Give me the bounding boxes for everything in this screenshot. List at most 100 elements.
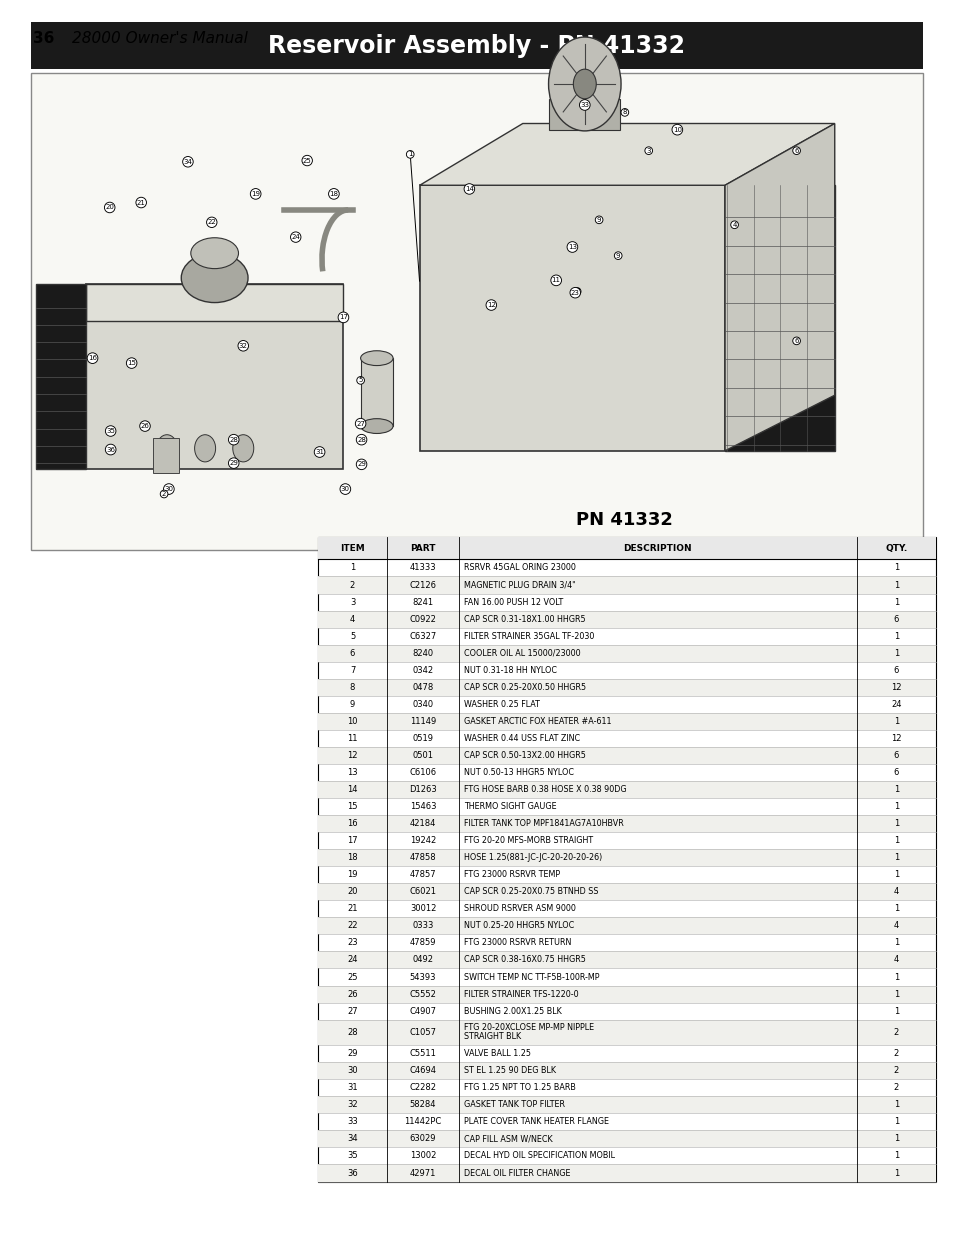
Text: PLATE COVER TANK HEATER FLANGE: PLATE COVER TANK HEATER FLANGE <box>463 1118 608 1126</box>
Text: COOLER OIL AL 15000/23000: COOLER OIL AL 15000/23000 <box>463 648 579 658</box>
Text: 11: 11 <box>551 278 560 283</box>
Text: 2: 2 <box>893 1028 898 1037</box>
Ellipse shape <box>181 253 248 303</box>
Text: 13: 13 <box>567 245 577 249</box>
Text: 28: 28 <box>347 1028 357 1037</box>
Text: 26: 26 <box>140 424 150 429</box>
Text: 22: 22 <box>207 220 216 225</box>
Text: 6: 6 <box>794 338 798 343</box>
Text: PART: PART <box>410 543 436 553</box>
Text: 1: 1 <box>893 1151 898 1161</box>
Circle shape <box>548 37 620 131</box>
Ellipse shape <box>191 237 238 269</box>
Text: 41333: 41333 <box>410 563 436 573</box>
Bar <box>317 815 935 832</box>
Text: CAP SCR 0.31-18X1.00 HHGR5: CAP SCR 0.31-18X1.00 HHGR5 <box>463 615 584 624</box>
Text: 28: 28 <box>229 437 238 442</box>
Text: 6: 6 <box>893 615 898 624</box>
Text: 4: 4 <box>350 615 355 624</box>
Text: 20: 20 <box>105 205 114 210</box>
Text: PN 41332: PN 41332 <box>576 510 673 529</box>
Text: 4: 4 <box>893 887 898 897</box>
Text: 20: 20 <box>347 887 357 897</box>
Text: 21: 21 <box>136 200 146 205</box>
Text: 9: 9 <box>616 253 619 258</box>
Text: 2: 2 <box>893 1083 898 1092</box>
Text: 36: 36 <box>33 31 54 46</box>
Text: 5: 5 <box>358 378 362 383</box>
Text: 6: 6 <box>350 648 355 658</box>
Bar <box>317 918 935 935</box>
Bar <box>317 537 935 1182</box>
Text: C6327: C6327 <box>409 631 436 641</box>
Text: 1: 1 <box>893 1118 898 1126</box>
Text: 1: 1 <box>893 1135 898 1144</box>
Text: 31: 31 <box>314 450 324 454</box>
Text: 30012: 30012 <box>410 904 436 914</box>
Text: 1: 1 <box>893 853 898 862</box>
Text: 1: 1 <box>893 939 898 947</box>
Text: FTG 20-20 MFS-MORB STRAIGHT: FTG 20-20 MFS-MORB STRAIGHT <box>463 836 592 845</box>
Text: 21: 21 <box>347 904 357 914</box>
Text: RSRVR 45GAL ORING 23000: RSRVR 45GAL ORING 23000 <box>463 563 575 573</box>
Text: 7: 7 <box>350 666 355 674</box>
Text: FTG 23000 RSRVR TEMP: FTG 23000 RSRVR TEMP <box>463 871 559 879</box>
Bar <box>317 747 935 764</box>
Text: 34: 34 <box>347 1135 357 1144</box>
Bar <box>317 850 935 866</box>
Text: 11: 11 <box>347 734 357 743</box>
Bar <box>86 284 343 469</box>
Text: 13002: 13002 <box>410 1151 436 1161</box>
Text: FILTER STRAINER TFS-1220-0: FILTER STRAINER TFS-1220-0 <box>463 989 578 999</box>
Text: 27: 27 <box>347 1007 357 1015</box>
Text: 11442PC: 11442PC <box>404 1118 441 1126</box>
Text: 35: 35 <box>347 1151 357 1161</box>
Text: FTG HOSE BARB 0.38 HOSE X 0.38 90DG: FTG HOSE BARB 0.38 HOSE X 0.38 90DG <box>463 785 625 794</box>
Text: 2: 2 <box>162 492 166 496</box>
Text: 6: 6 <box>893 768 898 777</box>
Text: NUT 0.25-20 HHGR5 NYLOC: NUT 0.25-20 HHGR5 NYLOC <box>463 921 574 930</box>
Text: 4: 4 <box>893 921 898 930</box>
Bar <box>317 1062 935 1079</box>
Text: C4694: C4694 <box>409 1066 436 1076</box>
Text: 3: 3 <box>350 598 355 606</box>
Text: 33: 33 <box>579 103 589 107</box>
Text: WASHER 0.44 USS FLAT ZINC: WASHER 0.44 USS FLAT ZINC <box>463 734 579 743</box>
Text: FTG 20-20XCLOSE MP-MP NIPPLE: FTG 20-20XCLOSE MP-MP NIPPLE <box>463 1024 593 1032</box>
Text: C4907: C4907 <box>409 1007 436 1015</box>
Text: C0922: C0922 <box>409 615 436 624</box>
Text: CAP SCR 0.25-20X0.75 BTNHD SS: CAP SCR 0.25-20X0.75 BTNHD SS <box>463 887 598 897</box>
Text: CAP SCR 0.50-13X2.00 HHGR5: CAP SCR 0.50-13X2.00 HHGR5 <box>463 751 585 760</box>
Bar <box>317 781 935 798</box>
Text: CAP FILL ASM W/NECK: CAP FILL ASM W/NECK <box>463 1135 552 1144</box>
Text: 36: 36 <box>106 447 115 452</box>
Text: DESCRIPTION: DESCRIPTION <box>623 543 691 553</box>
Text: C2126: C2126 <box>409 580 436 589</box>
Text: C5552: C5552 <box>409 989 436 999</box>
Text: 15463: 15463 <box>410 802 436 811</box>
Text: 12: 12 <box>486 303 496 308</box>
Text: C6106: C6106 <box>409 768 436 777</box>
Ellipse shape <box>233 435 253 462</box>
Text: 42184: 42184 <box>410 819 436 829</box>
Text: 30: 30 <box>164 487 173 492</box>
Text: 25: 25 <box>347 972 357 982</box>
Text: 1: 1 <box>350 563 355 573</box>
Text: 0501: 0501 <box>412 751 434 760</box>
Text: 11149: 11149 <box>410 716 436 726</box>
Bar <box>317 713 935 730</box>
Bar <box>152 438 179 473</box>
Bar <box>548 99 619 130</box>
Text: 58284: 58284 <box>410 1100 436 1109</box>
Bar <box>317 1165 935 1182</box>
Text: 1: 1 <box>893 989 898 999</box>
Text: 30: 30 <box>340 487 350 492</box>
Text: 47857: 47857 <box>410 871 436 879</box>
Text: 1: 1 <box>893 1007 898 1015</box>
Text: FTG 23000 RSRVR RETURN: FTG 23000 RSRVR RETURN <box>463 939 571 947</box>
Text: GASKET ARCTIC FOX HEATER #A-611: GASKET ARCTIC FOX HEATER #A-611 <box>463 716 611 726</box>
Text: 2: 2 <box>893 1066 898 1076</box>
Text: 1: 1 <box>893 648 898 658</box>
Text: C2282: C2282 <box>409 1083 436 1092</box>
Text: 1: 1 <box>893 1168 898 1177</box>
